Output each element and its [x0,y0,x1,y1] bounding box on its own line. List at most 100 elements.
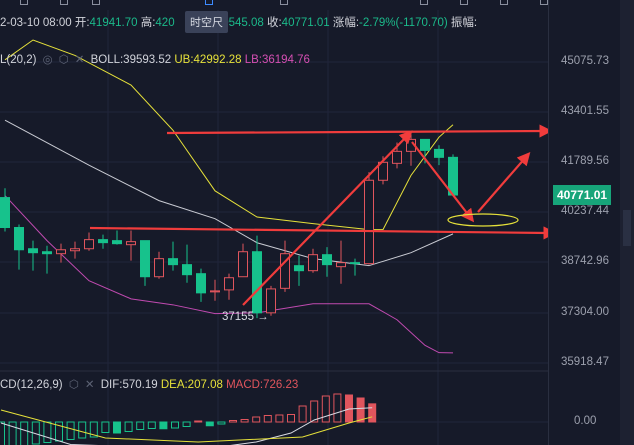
ruler-tool-icon[interactable] [205,0,213,5]
support-line [89,226,548,240]
tool-icon[interactable] [500,0,508,5]
candle-body [322,254,332,266]
candle-body [350,262,360,265]
rebound-arrow [477,152,531,213]
close-label: 收: [266,17,282,29]
candle-body [196,273,206,294]
price-chart[interactable]: 37155 → [0,0,548,445]
gear-icon[interactable]: ⬡ [68,379,79,391]
macd-bar [194,420,203,423]
high-value: 420 [155,17,175,29]
tick-label: 35918.47 [561,356,609,368]
change-label: 涨幅: [332,17,360,29]
dif-line [0,407,373,445]
macd-bar [43,421,52,443]
boll-value: BOLL:39593.52 [90,54,172,66]
candle-body [28,248,38,254]
date: 2-03-10 08:00 [0,17,72,29]
open-label: 开: [74,17,90,29]
candle-body [140,240,150,278]
tool-icon[interactable] [280,0,288,5]
macd-bar [229,420,237,423]
candle-body [252,251,262,314]
close-icon[interactable]: ✕ [74,54,85,66]
macd-bar [298,405,307,423]
candle-body [434,148,444,158]
macd-bar [147,421,156,429]
tool-icon[interactable] [92,0,100,5]
boll-upper-line [4,39,454,231]
tooltip: 时空尺 [185,11,228,33]
lb-value: LB:36194.76 [244,54,310,66]
macd-bar [113,421,121,434]
candle-body [84,239,94,250]
macd-bar [20,421,29,445]
boll-legend: L(20,2) ◎ ⬡ ✕ BOLL:39593.52 UB:42992.28 LB… [0,52,310,66]
target-ellipse [447,213,519,227]
open-value: 41941.70 [89,17,138,29]
candle-body [182,264,192,276]
macd-bar [205,421,214,427]
drop-arrow [411,141,475,223]
tool-icon[interactable] [20,0,28,5]
candle-body [42,251,52,255]
candle-body [56,249,66,255]
candle-body [266,288,276,314]
dea-value: DEA:207.08 [160,379,223,391]
candle-body [420,138,430,151]
low-marker: 37155 → [222,311,269,323]
expand-panel-button[interactable] [623,210,631,246]
candle-body [308,254,318,272]
macd-bar [321,395,330,423]
candle-body [336,262,346,268]
macd-bar [356,397,365,423]
macd-bar [159,421,168,430]
candle-body [126,241,136,246]
tick-label: 40237.44 [561,205,609,217]
macd-bar [136,421,145,430]
boll-name: L(20,2) [0,54,37,66]
ub-value: UB:42992.28 [174,54,242,66]
macd-bar [287,414,295,423]
candle-body [154,258,164,278]
tool-icon[interactable] [460,0,468,5]
macd-value: MACD:726.23 [226,379,299,391]
tick-label: 41789.56 [561,155,609,167]
tick-label: 45075.73 [561,55,609,67]
amplitude-label: 振幅: [450,17,478,29]
candle-body [224,277,234,291]
macd-bar [275,414,284,423]
close-value: 40771.01 [281,17,330,29]
eye-icon[interactable]: ◎ [42,54,53,66]
candle-body [168,258,178,266]
gear-icon[interactable]: ⬡ [58,54,69,66]
macd-bar [66,421,75,440]
candle-body [238,251,248,278]
dea-line [0,409,373,443]
tool-icon[interactable] [540,0,548,5]
tick-label: 43401.55 [561,105,609,117]
macd-bar [0,421,5,445]
tool-icon[interactable] [420,0,428,5]
macd-bar [310,400,319,423]
resistance-line [166,124,548,138]
high-label: 高: [140,17,156,29]
macd-bar [89,421,98,438]
price-axis[interactable]: 45075.73 43401.55 41789.56 40237.44 3874… [548,0,620,445]
rise-arrow [242,130,413,306]
macd-bar [78,421,87,439]
close-icon[interactable]: ✕ [84,379,95,391]
toolbar [0,0,634,10]
macd-bar [240,419,249,423]
macd-zero-label: 0.00 [574,415,597,427]
macd-name: CD(12,26,9) [0,379,63,391]
dif-value: DIF:570.19 [100,379,158,391]
macd-bar [368,403,377,423]
boll-mid-line [4,119,454,267]
candle-body [98,239,108,244]
macd-bar [333,393,342,423]
macd-bar [252,416,261,423]
tool-icon[interactable] [60,0,68,5]
macd-bar [124,421,133,432]
macd-bar [263,415,272,423]
